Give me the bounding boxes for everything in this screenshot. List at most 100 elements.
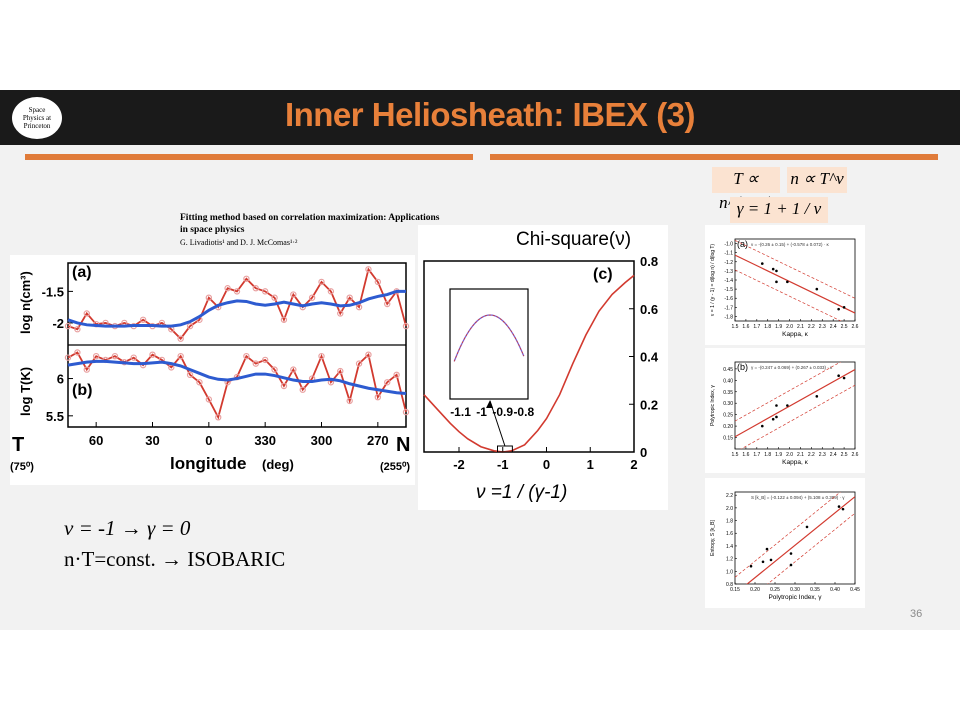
fit-band-lower-right-c: [767, 512, 855, 584]
point-right-b: [786, 404, 789, 407]
data-point-a: [346, 294, 353, 301]
data-point-a: [308, 294, 316, 301]
point-right-b: [815, 395, 819, 398]
logo-line-1: Space: [28, 106, 46, 114]
data-point-b: [393, 371, 400, 379]
xtick-label-right-b: 2.3: [819, 452, 826, 458]
data-point-a: [186, 322, 194, 330]
ytick-label-right-a: -1.3: [724, 269, 733, 275]
xtick-label-c: -2: [453, 457, 465, 472]
data-point-a: [271, 294, 278, 301]
nu-vs-kappa-chart: (a) ν = -(0.26 ± 0.15) + (-0.578 ± 0.072)…: [710, 238, 859, 338]
ytick-a: -1.5: [42, 284, 64, 299]
ytick-label-right-c: 1.2: [726, 557, 733, 563]
ytick-label-right-a: -1.7: [724, 305, 733, 311]
figure-right-b: (b) γ = -(0.247 ± 0.069) + (0.267 ± 0.033…: [705, 348, 865, 473]
data-point-b: [64, 354, 72, 361]
point-right-b: [837, 374, 840, 378]
ytick-label-right-a: -1.0: [724, 242, 733, 248]
ytick-label-right-b: 0.25: [723, 413, 733, 419]
frame-right-a: [734, 238, 856, 322]
xlabel-right-a: Kappa, κ: [782, 331, 808, 338]
xtick-label-right-b: 2.6: [852, 452, 859, 458]
ylabel-b: log T(K): [18, 367, 33, 416]
fit-band-lower-right-b: [740, 384, 855, 449]
logo-line-2: Physics at: [22, 114, 52, 122]
data-point-b: [346, 397, 353, 405]
xlabel-longitude: longitude: [170, 454, 246, 473]
panel-label-right-b: (b): [737, 362, 748, 372]
xtick-label-c: -1: [497, 457, 509, 472]
fit-band-upper-right-c: [735, 492, 841, 578]
xtick-label: 60: [89, 433, 103, 448]
xtick-label-right-c: 0.35: [810, 587, 820, 593]
ytick-label-right-c: 2.2: [726, 493, 733, 499]
point-right-b: [775, 404, 778, 407]
ytick-label-right-a: -1.6: [724, 296, 733, 302]
xtick-label-right-a: 2.1: [797, 324, 804, 330]
figure-right-a: (a) ν = -(0.26 ± 0.15) + (-0.578 ± 0.072)…: [705, 225, 865, 345]
point-right-a: [775, 269, 778, 273]
data-point-b: [402, 408, 410, 416]
data-point-a: [337, 310, 344, 317]
point-right-c: [837, 505, 841, 508]
xtick-label-right-b: 1.9: [775, 452, 782, 458]
data-point-a: [243, 275, 250, 282]
data-point-b: [355, 360, 363, 367]
xlabel-unit: (deg): [262, 457, 294, 472]
data-point-a: [374, 278, 382, 286]
data-point-a: [290, 291, 297, 298]
point-right-a: [842, 306, 846, 309]
xtick-label: 0: [205, 433, 212, 448]
data-point-a: [355, 303, 363, 311]
xtick-label-c: 1: [587, 457, 594, 472]
data-point-b: [130, 354, 137, 361]
end-label-left-sub: (75⁰): [10, 461, 34, 473]
data-point-a: [83, 310, 90, 317]
data-point-b: [384, 379, 391, 386]
data-point-b: [290, 366, 297, 373]
equation-nu: n ∝ T^ν: [787, 167, 847, 193]
ylabel-right-c: Entropy, S [k_B]: [710, 520, 716, 556]
point-right-b: [771, 417, 775, 421]
data-point-b: [280, 382, 288, 390]
inset-xtick-label: -0.9: [492, 405, 513, 419]
longitude-chart: (a)log n(cm³) -1.5-2(b)log T(K) 65.560 30 0 3…: [10, 262, 410, 473]
fit-band-upper-right-b: [735, 362, 842, 422]
title-underline-left: [25, 154, 473, 160]
ytick-label-right-b: 0.15: [723, 436, 733, 442]
ytick-label-right-b: 0.40: [723, 378, 733, 384]
ytick-label-right-c: 2.0: [726, 506, 733, 512]
data-point-b: [374, 393, 382, 401]
xtick-label-right-a: 2.5: [841, 324, 848, 330]
data-point-a: [252, 285, 259, 292]
ylabel-a: log n(cm³): [18, 271, 33, 334]
inset-pointer-head: [486, 400, 494, 408]
fit-text-right-c: S [k_B] = (-0.122 ± 0.094) + (5.108 ± 0.…: [751, 495, 845, 500]
xtick-label-right-b: 2.5: [841, 452, 848, 458]
xlabel-right-b: Kappa, κ: [782, 459, 808, 466]
xtick-label-right-a: 1.7: [753, 324, 760, 330]
frame-right-b: [734, 361, 856, 450]
fit-group-right-c: [735, 492, 855, 584]
data-point-b: [186, 371, 194, 379]
point-right-c: [805, 525, 809, 529]
data-point-a: [261, 288, 269, 295]
ytick-label-right-a: -1.1: [724, 251, 733, 257]
fit-band-lower-right-a: [735, 269, 842, 321]
data-point-b: [196, 379, 203, 386]
xtick-label-right-c: 0.20: [750, 587, 760, 593]
data-point-b: [337, 367, 344, 375]
note-line-1: ν = -1 → γ = 0: [64, 516, 191, 540]
xtick-label: 300: [311, 433, 333, 448]
ytick-label-right-a: -1.2: [724, 260, 733, 266]
point-right-c: [765, 547, 769, 551]
figure-longitude: (a) log n(cm³) -1.5 -2 (b) log T(K) 6 5.5 60 30 0 3…: [10, 255, 415, 485]
point-right-b: [842, 376, 846, 380]
ytick-label-c: 0.8: [640, 254, 658, 269]
chi-square-curve: [423, 274, 635, 453]
paper-authors: G. Livadiotis¹ and D. J. McComas¹·²: [180, 238, 298, 247]
xtick-label-right-b: 2.4: [830, 452, 837, 458]
ytick-label-right-c: 1.8: [726, 519, 733, 525]
xtick-label-right-b: 1.6: [742, 452, 749, 458]
